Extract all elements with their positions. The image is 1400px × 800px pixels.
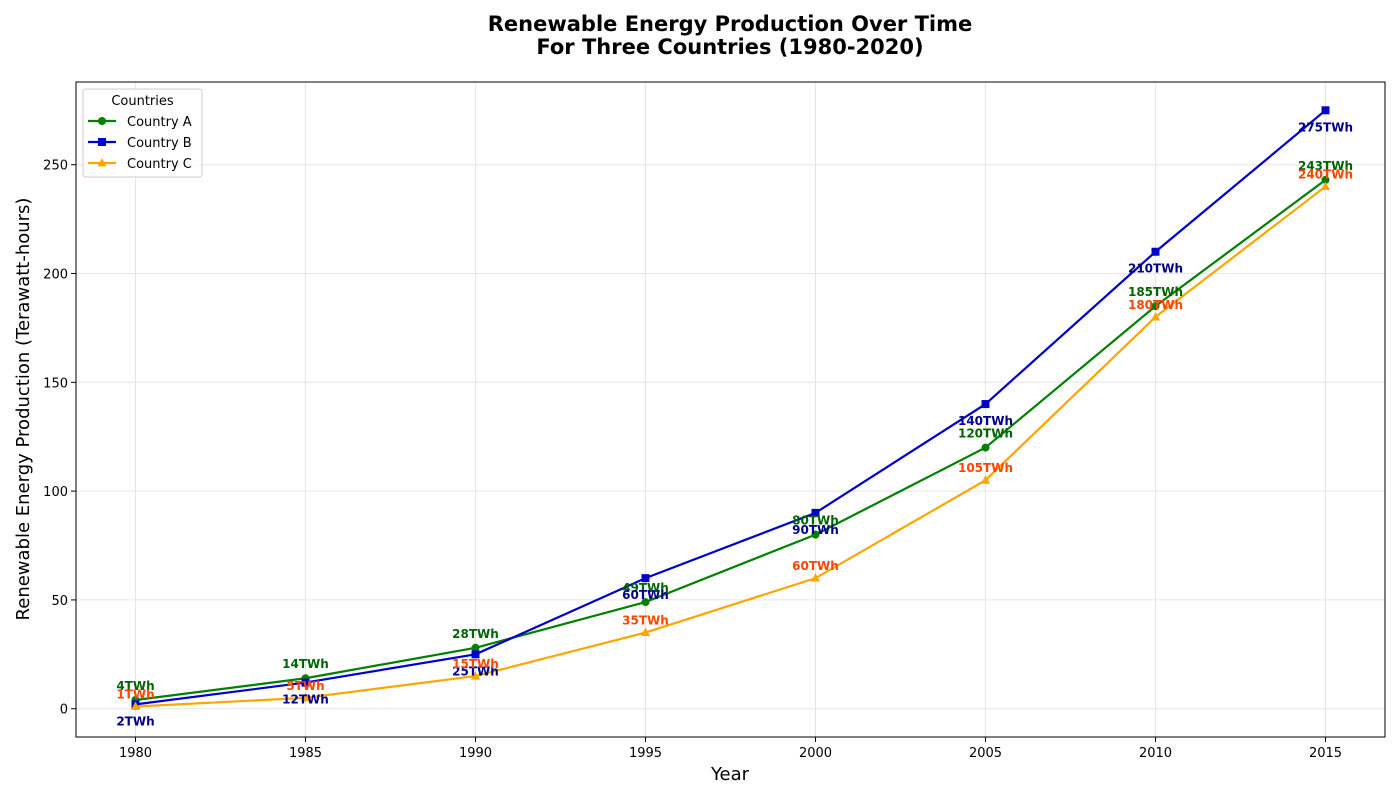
data-label: 120TWh [958,427,1013,441]
x-tick-label: 2005 [969,746,1002,761]
data-label: 185TWh [1128,285,1183,299]
series-country-a [131,175,1330,705]
data-point [641,574,650,583]
data-point [471,643,480,652]
legend-box [82,88,203,178]
y-axis-label: Renewable Energy Production (Terawatt-ho… [13,198,34,621]
legend-title: Countries [111,94,174,109]
y-tick-label: 0 [60,703,68,718]
x-axis-label: Year [710,764,750,785]
data-label: 35TWh [622,614,669,628]
data-point [471,650,480,659]
series-line [135,185,1327,708]
legend-label: Country B [127,136,192,151]
x-tick-label: 1985 [289,746,322,761]
data-label: 4TWh [116,679,154,693]
data-point [131,701,140,711]
data-point [1321,106,1330,115]
y-tick-label: 50 [51,594,68,609]
data-point [641,627,650,637]
plot-frame [75,81,1386,738]
x-tick-label: 1980 [119,746,152,761]
chart-title: Renewable Energy Production Over Time [488,12,973,36]
data-label: 14TWh [282,657,329,671]
legend-item: Country B [88,136,192,151]
data-point [1321,181,1330,190]
grid [76,82,1385,737]
data-point [811,573,820,582]
legend-label: Country C [127,157,192,172]
data-label: 105TWh [958,461,1013,475]
data-label: 60TWh [792,559,839,573]
series-line [135,179,1327,702]
data-point [1151,302,1160,311]
series-layer [131,106,1330,711]
legend-marker [98,138,106,146]
data-label: 210TWh [1128,262,1183,276]
data-label: 15TWh [452,657,499,671]
data-label: 90TWh [792,523,839,537]
legend-item: Country A [88,115,192,130]
legend-item: Country C [88,157,192,172]
x-tick-label: 2000 [799,746,832,761]
legend-marker [97,158,107,167]
y-tick-label: 100 [43,485,68,500]
x-tick-label: 1990 [459,746,492,761]
data-label: 5TWh [286,679,324,693]
chart-subtitle: For Three Countries (1980-2020) [536,35,923,59]
legend-marker [98,117,106,125]
x-tick-label: 1995 [629,746,662,761]
data-label: 49TWh [622,581,669,595]
series-country-b [131,106,1330,709]
data-point [1321,175,1330,184]
y-tick-label: 150 [43,376,68,391]
legend: Countries Country A Country B Country C [82,88,203,178]
data-point [1151,312,1160,321]
data-label: 275TWh [1298,120,1353,134]
data-label: 60TWh [622,588,669,602]
data-point [641,598,650,607]
data-point [301,678,310,687]
x-axis-ticks: 1980 1985 1990 1995 2000 2005 2010 2015 [119,737,1342,761]
y-tick-label: 250 [43,159,68,174]
data-point [981,400,990,409]
data-label: 243TWh [1298,159,1353,173]
data-label: 80TWh [792,514,839,528]
data-point [811,508,820,517]
data-label: 12TWh [282,693,329,707]
data-point [811,530,820,539]
y-axis-ticks: 0 50 100 150 200 250 [43,159,76,718]
x-tick-label: 2010 [1139,746,1172,761]
data-label: 180TWh [1128,298,1183,312]
y-tick-label: 200 [43,267,68,282]
x-tick-label: 2015 [1309,746,1342,761]
data-point [471,671,480,680]
data-label: 1TWh [116,688,154,702]
data-point [301,692,310,702]
legend-label: Country A [127,115,192,130]
data-labels: 4TWh 14TWh 28TWh 49TWh 80TWh 120TWh 185TWh 243T… [116,120,1353,728]
series-line [135,109,1327,706]
data-point [1151,247,1160,256]
data-label: 140TWh [958,414,1013,428]
data-label: 240TWh [1298,167,1353,181]
data-label: 28TWh [452,627,499,641]
series-country-c [131,181,1330,711]
data-point [981,443,990,452]
chart-title-group: Renewable Energy Production Over Time Fo… [488,12,973,59]
data-label: 2TWh [116,714,154,728]
data-label: 25TWh [452,664,499,678]
data-point [981,475,990,484]
